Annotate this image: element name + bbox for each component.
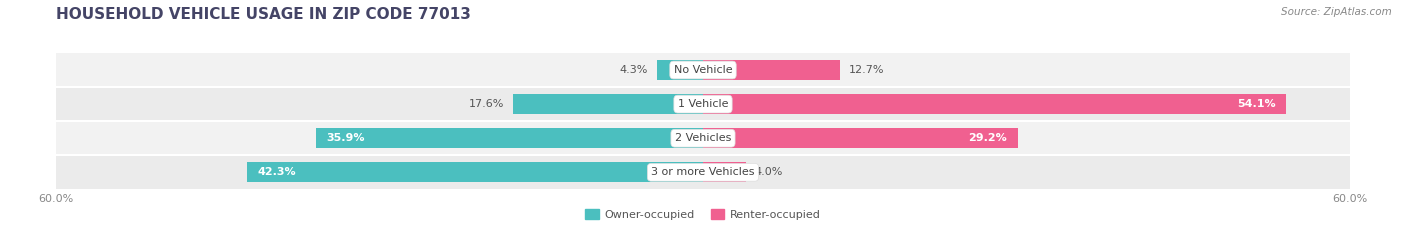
Bar (703, 94, 1286, 114)
Text: 4.0%: 4.0% (755, 167, 783, 177)
Bar (56, 87, 1350, 121)
Text: 17.6%: 17.6% (470, 99, 505, 109)
Text: 35.9%: 35.9% (326, 133, 366, 143)
Text: 3 or more Vehicles: 3 or more Vehicles (651, 167, 755, 177)
Bar (703, 60, 839, 80)
Text: 29.2%: 29.2% (969, 133, 1007, 143)
Text: No Vehicle: No Vehicle (673, 65, 733, 75)
Bar (657, 60, 703, 80)
Bar (316, 128, 703, 148)
Text: 12.7%: 12.7% (849, 65, 884, 75)
Text: 54.1%: 54.1% (1237, 99, 1275, 109)
Bar (247, 162, 703, 182)
Bar (703, 162, 747, 182)
Text: 1 Vehicle: 1 Vehicle (678, 99, 728, 109)
Text: 42.3%: 42.3% (257, 167, 297, 177)
Text: Source: ZipAtlas.com: Source: ZipAtlas.com (1281, 7, 1392, 17)
Bar (56, 155, 1350, 189)
Legend: Owner-occupied, Renter-occupied: Owner-occupied, Renter-occupied (581, 205, 825, 225)
Bar (513, 94, 703, 114)
Text: HOUSEHOLD VEHICLE USAGE IN ZIP CODE 77013: HOUSEHOLD VEHICLE USAGE IN ZIP CODE 7701… (56, 7, 471, 22)
Bar (703, 128, 1018, 148)
Text: 2 Vehicles: 2 Vehicles (675, 133, 731, 143)
Text: 4.3%: 4.3% (620, 65, 648, 75)
Bar (56, 121, 1350, 155)
Bar (56, 53, 1350, 87)
